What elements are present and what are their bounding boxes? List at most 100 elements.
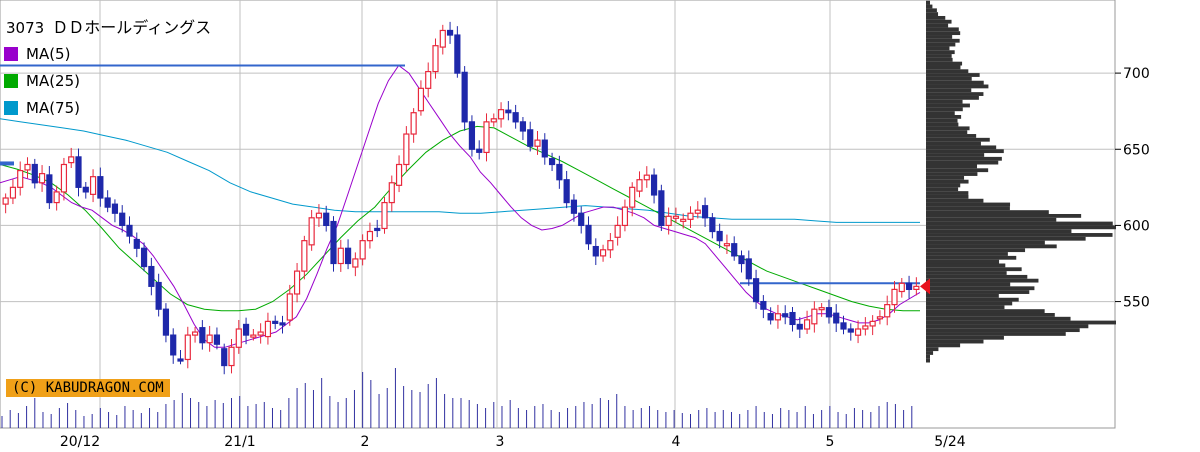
candle-body (709, 217, 716, 233)
candle-body (796, 323, 803, 330)
profile-bar (926, 38, 960, 43)
candle-body (119, 212, 126, 227)
candle-body (490, 118, 497, 123)
x-tick-label: 5/24 (934, 434, 966, 450)
horizontal-levels (0, 64, 920, 285)
candle-body (439, 29, 446, 48)
profile-bar (926, 168, 989, 173)
profile-bar (926, 290, 1030, 294)
profile-bar (926, 309, 1045, 314)
y-axis: 550 600 650 700 (1115, 66, 1150, 311)
profile-bar (926, 343, 961, 348)
profile-bar (926, 0, 930, 5)
profile-bar (926, 255, 1017, 260)
profile-bar (926, 252, 1008, 256)
profile-bar (926, 103, 970, 108)
candle-body (272, 320, 279, 324)
candle-body (286, 293, 293, 321)
candle-body (658, 190, 665, 227)
profile-bar (926, 92, 984, 96)
y-tick-label: 650 (1123, 142, 1150, 158)
candle-body (854, 328, 862, 336)
candle-body (701, 205, 709, 219)
profile-bar (926, 160, 999, 165)
candle-body (359, 240, 366, 260)
candle-body (323, 212, 330, 227)
x-tick-label: 3 (496, 434, 505, 450)
candle-body (592, 245, 599, 257)
candle-body (446, 29, 454, 36)
candle-body (789, 311, 796, 326)
candle-body (570, 199, 578, 214)
candle-body (585, 224, 592, 245)
candle-body (126, 224, 133, 237)
profile-bar (926, 301, 1013, 306)
profile-bar (926, 313, 1055, 317)
candle-body (366, 230, 374, 242)
candle-body (680, 218, 687, 222)
candle-body (257, 331, 264, 336)
candle-body (563, 179, 570, 204)
candle-body (505, 109, 512, 114)
candle-body (148, 265, 155, 287)
profile-bar (926, 221, 1113, 226)
profile-bar (926, 54, 952, 58)
profile-bar (926, 111, 955, 115)
candle-body (599, 249, 607, 257)
candle-body (876, 316, 884, 320)
profile-bar (926, 172, 978, 176)
candle-body (548, 158, 556, 166)
candle-body (242, 323, 250, 336)
x-axis: 20/12 21/1 2 3 4 5 5/24 (60, 434, 966, 450)
candle-body (2, 197, 9, 205)
candle-body (636, 179, 643, 192)
candle-body (694, 209, 701, 214)
candle-body (629, 186, 636, 208)
candle-body (607, 240, 614, 251)
profile-bar (926, 248, 1026, 253)
candle-body (497, 109, 505, 120)
candle-body (578, 212, 585, 227)
profile-bar (926, 156, 1002, 161)
candle-body (279, 322, 286, 326)
profile-bar (926, 57, 953, 62)
candle-body (731, 243, 738, 257)
candle-body (374, 227, 381, 232)
candle-body (716, 230, 723, 242)
candle-body (519, 121, 527, 132)
candle-body (512, 112, 519, 123)
profile-bar (926, 351, 934, 355)
x-tick-label: 20/12 (60, 434, 100, 450)
candle-body (614, 224, 621, 238)
candle-body (330, 220, 337, 265)
candle-body (847, 328, 854, 333)
candle-body (337, 247, 344, 265)
candle-body (162, 308, 170, 336)
profile-bar (926, 88, 972, 93)
candle-body (46, 174, 53, 204)
ma5-swatch (4, 46, 18, 61)
candle-body (213, 334, 221, 345)
profile-bar (926, 202, 1011, 207)
candle-body (454, 34, 461, 74)
candle-body (803, 319, 811, 330)
candle-body (221, 348, 228, 367)
profile-bar (926, 354, 930, 359)
profile-bar (926, 183, 961, 188)
copyright-badge: (C) KABUDRAGON.COM (6, 379, 170, 397)
candle-body (133, 238, 140, 249)
ma75-swatch (4, 100, 18, 115)
profile-bar (926, 274, 1028, 279)
candle-body (752, 278, 760, 303)
profile-bar (926, 114, 962, 119)
profile-bar (926, 19, 952, 24)
profile-bar (926, 42, 956, 47)
legend-ma5: MA(5) (4, 40, 80, 67)
profile-bar (926, 122, 959, 127)
candle-body (468, 121, 476, 150)
candle-body (913, 285, 920, 290)
candle-body (235, 328, 242, 348)
candle-body (184, 334, 191, 361)
profile-bar (926, 271, 1007, 275)
